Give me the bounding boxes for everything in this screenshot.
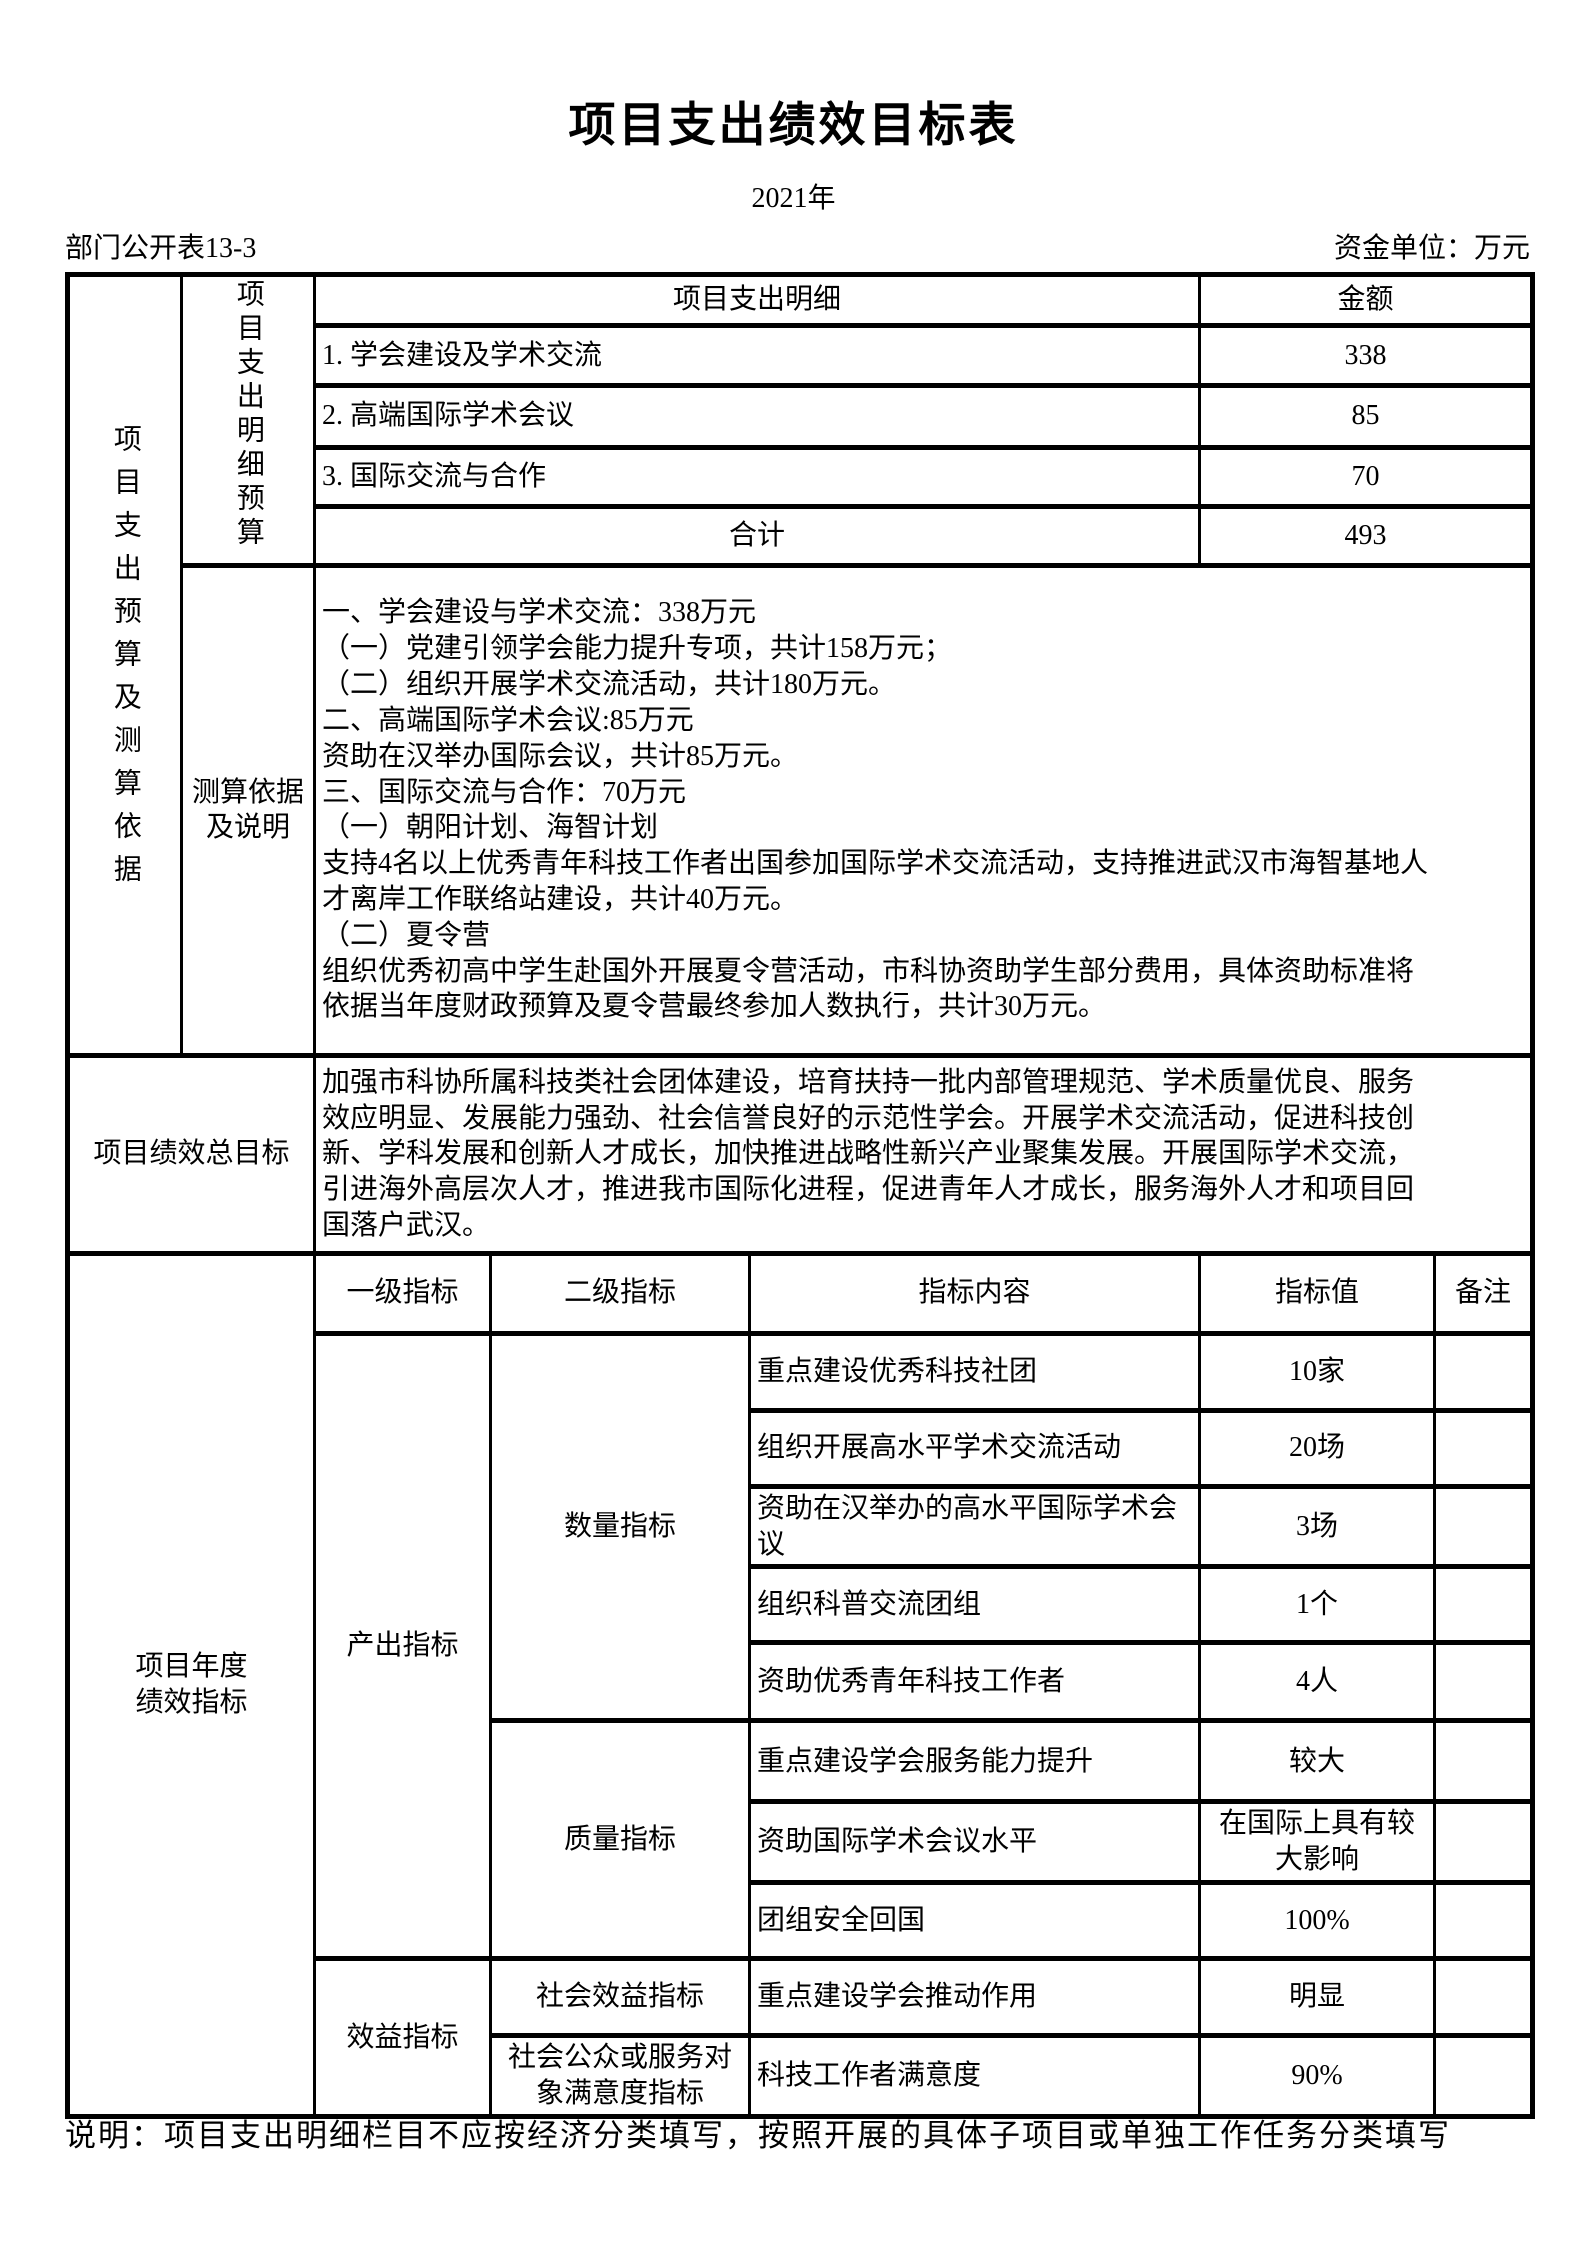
detail-budget-label-cell: 项目支出明细预算 <box>180 272 316 568</box>
table-row: 测算依据 及说明 一、学会建设与学术交流：338万元 （一）党建引领学会能力提升… <box>68 562 1535 1058</box>
indicator-value: 4人 <box>1198 1640 1437 1724</box>
indicator-value: 100% <box>1198 1880 1437 1962</box>
indicator-content: 重点建设学会服务能力提升 <box>747 1718 1202 1805</box>
indicator-content: 重点建设优秀科技社团 <box>747 1330 1202 1413</box>
item-amount: 85 <box>1198 382 1535 450</box>
remark-cell <box>1433 2033 1535 2119</box>
table-row: 团组安全回国 100% <box>68 1880 1535 1962</box>
content-header: 指标内容 <box>747 1250 1202 1336</box>
goal-text-cell: 加强市科协所属科技类社会团体建设，培育扶持一批内部管理规范、学术质量优良、服务 … <box>312 1052 1535 1256</box>
table-row: 质量指标 重点建设学会服务能力提升 较大 <box>68 1718 1535 1962</box>
meta-row: 部门公开表13-3 资金单位：万元 <box>65 226 1530 266</box>
total-label: 合计 <box>312 504 1202 568</box>
remark-cell <box>1433 1880 1535 1962</box>
table-row: 资助在汉举办的高水平国际学术会 议 3场 <box>68 1483 1535 1570</box>
remark-cell <box>1433 1799 1535 1886</box>
item-amount: 338 <box>1198 323 1535 388</box>
indicator-value: 明显 <box>1198 1956 1437 2039</box>
indicator-value: 较大 <box>1198 1718 1437 1805</box>
indicator-content: 团组安全回国 <box>747 1880 1202 1962</box>
basis-text-cell: 一、学会建设与学术交流：338万元 （一）党建引领学会能力提升专项，共计158万… <box>312 562 1535 1058</box>
table-row: 组织开展高水平学术交流活动 20场 <box>68 1407 1535 1489</box>
footnote: 说明：项目支出明细栏目不应按经济分类填写，按照开展的具体子项目或单独工作任务分类… <box>65 2118 1451 2153</box>
table-row: 项目年度 绩效指标 一级指标 二级指标 指标内容 指标值 备注 <box>66 1250 1535 2119</box>
item-amount: 70 <box>1198 444 1535 510</box>
indicator-content: 资助在汉举办的高水平国际学术会 议 <box>747 1483 1202 1570</box>
remark-cell <box>1433 1956 1535 2039</box>
indicator-value: 10家 <box>1198 1330 1437 1413</box>
detail-budget-label: 项目支出明细预算 <box>232 279 264 551</box>
level2-satisfaction-cell: 社会公众或服务对 象满意度指标 <box>489 2033 751 2119</box>
indicator-value: 1个 <box>1198 1564 1437 1646</box>
indicator-content: 资助国际学术会议水平 <box>747 1799 1202 1886</box>
table-row: 产出指标 数量指标 重点建设优秀科技社团 10家 <box>68 1330 1535 1962</box>
remark-cell <box>1433 1407 1535 1489</box>
indicator-value: 在国际上具有较 大影响 <box>1198 1799 1437 1886</box>
amount-column-header: 金额 <box>1198 271 1535 329</box>
table-row: 效益指标 社会效益指标 重点建设学会推动作用 明显 <box>68 1956 1535 2119</box>
budget-section-label-cell: 项目支出预算及测算依据 <box>66 272 183 1058</box>
table-row: 项目绩效总目标 加强市科协所属科技类社会团体建设，培育扶持一批内部管理规范、学术… <box>66 1052 1535 1256</box>
remark-cell <box>1433 1564 1535 1646</box>
indicator-value: 90% <box>1198 2033 1437 2119</box>
level2-quantity-cell: 数量指标 <box>489 1330 751 1724</box>
remark-cell <box>1433 1718 1535 1805</box>
table-row: 合计 493 <box>68 504 1535 568</box>
table-row: 2. 高端国际学术会议 85 <box>68 382 1535 450</box>
table-row: 社会公众或服务对 象满意度指标 科技工作者满意度 90% <box>68 2033 1535 2119</box>
value-header: 指标值 <box>1198 1250 1437 1336</box>
level1-output-cell: 产出指标 <box>313 1330 492 1962</box>
goal-label-cell: 项目绩效总目标 <box>66 1052 316 1256</box>
item-name: 3. 国际交流与合作 <box>312 444 1202 510</box>
table-row: 3. 国际交流与合作 70 <box>68 444 1535 510</box>
budget-section-label: 项目支出预算及测算依据 <box>109 423 141 897</box>
total-amount: 493 <box>1198 504 1535 568</box>
detail-column-header: 项目支出明细 <box>312 271 1202 329</box>
basis-label-cell: 测算依据 及说明 <box>180 562 316 1058</box>
indicator-content: 重点建设学会推动作用 <box>747 1956 1202 2039</box>
level1-benefit-cell: 效益指标 <box>313 1956 492 2119</box>
form-code: 部门公开表13-3 <box>65 233 257 264</box>
unit-note: 资金单位：万元 <box>1333 233 1530 264</box>
table-row: 资助优秀青年科技工作者 4人 <box>68 1640 1535 1724</box>
page-subtitle: 2021年 <box>751 183 836 214</box>
remark-cell <box>1433 1330 1535 1413</box>
table-row: 1. 学会建设及学术交流 338 <box>68 323 1535 388</box>
level2-social-cell: 社会效益指标 <box>489 1956 751 2039</box>
indicator-content: 科技工作者满意度 <box>747 2033 1202 2119</box>
annual-indicators-label-cell: 项目年度 绩效指标 <box>66 1250 316 2119</box>
indicator-value: 20场 <box>1198 1407 1437 1489</box>
table-row: 组织科普交流团组 1个 <box>68 1564 1535 1646</box>
remark-cell <box>1433 1640 1535 1724</box>
indicator-content: 资助优秀青年科技工作者 <box>747 1640 1202 1724</box>
level2-quality-cell: 质量指标 <box>489 1718 751 1962</box>
indicator-content: 组织科普交流团组 <box>747 1564 1202 1646</box>
level2-header: 二级指标 <box>489 1250 751 1336</box>
indicator-content: 组织开展高水平学术交流活动 <box>747 1407 1202 1489</box>
level1-header: 一级指标 <box>313 1250 492 1336</box>
table-row: 资助国际学术会议水平 在国际上具有较 大影响 <box>68 1799 1535 1886</box>
indicator-value: 3场 <box>1198 1483 1437 1570</box>
page-title: 项目支出绩效目标表 <box>568 100 1019 152</box>
performance-target-table: 项目支出预算及测算依据 项目支出明细预算 项目支出明细 金额 1. 学会建设及学… <box>65 271 1536 2119</box>
remark-cell <box>1433 1483 1535 1570</box>
item-name: 2. 高端国际学术会议 <box>312 382 1202 450</box>
remark-header: 备注 <box>1433 1250 1535 1336</box>
item-name: 1. 学会建设及学术交流 <box>312 323 1202 388</box>
table-row: 项目支出预算及测算依据 项目支出明细预算 项目支出明细 金额 <box>66 271 1535 1058</box>
